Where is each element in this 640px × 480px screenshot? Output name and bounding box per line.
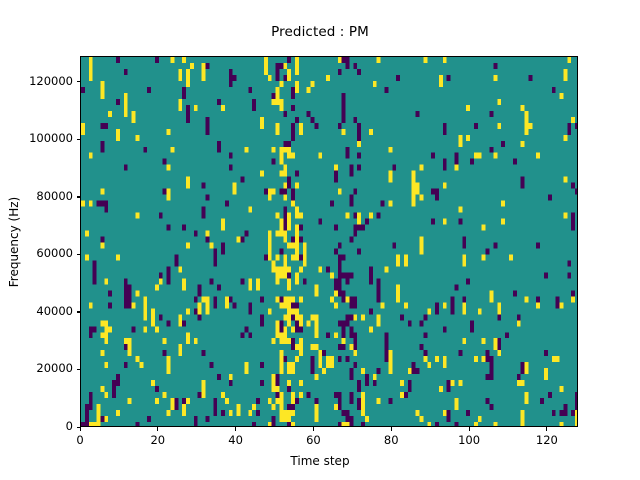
y-tick-mark <box>76 196 80 198</box>
y-tick-label: 100000 <box>29 131 73 146</box>
x-tick-mark <box>235 427 237 431</box>
x-tick-label: 60 <box>306 433 321 447</box>
y-tick-mark <box>76 138 80 140</box>
x-tick-mark <box>157 427 159 431</box>
x-tick-label: 100 <box>458 433 481 447</box>
heatmap-plot-area[interactable] <box>80 56 578 427</box>
y-tick-label: 20000 <box>36 361 73 376</box>
x-tick-mark <box>546 427 548 431</box>
x-tick-label: 0 <box>76 433 84 447</box>
y-tick-mark <box>76 368 80 371</box>
y-tick-label: 60000 <box>36 246 73 261</box>
x-tick-label: 80 <box>383 433 399 447</box>
y-tick-label: 40000 <box>36 303 73 318</box>
y-tick-mark <box>76 311 80 313</box>
x-axis-label: Time step <box>290 454 350 468</box>
y-tick-mark <box>76 253 80 256</box>
y-tick-label: 0 <box>65 419 73 433</box>
x-tick-mark <box>79 427 81 431</box>
x-tick-label: 20 <box>150 433 166 447</box>
x-tick-mark <box>312 427 315 431</box>
y-tick-label: 80000 <box>36 188 73 203</box>
x-tick-label: 40 <box>228 433 243 447</box>
y-tick-mark <box>76 81 80 83</box>
y-tick-label: 120000 <box>29 73 73 88</box>
x-tick-mark <box>390 427 392 431</box>
y-axis-label: Frequency (Hz) <box>7 196 21 287</box>
x-tick-label: 120 <box>535 433 558 447</box>
heatmap-cells <box>81 57 577 426</box>
x-tick-mark <box>468 427 470 431</box>
y-tick-mark <box>76 426 80 428</box>
chart-title: Predicted : PM <box>271 24 369 40</box>
